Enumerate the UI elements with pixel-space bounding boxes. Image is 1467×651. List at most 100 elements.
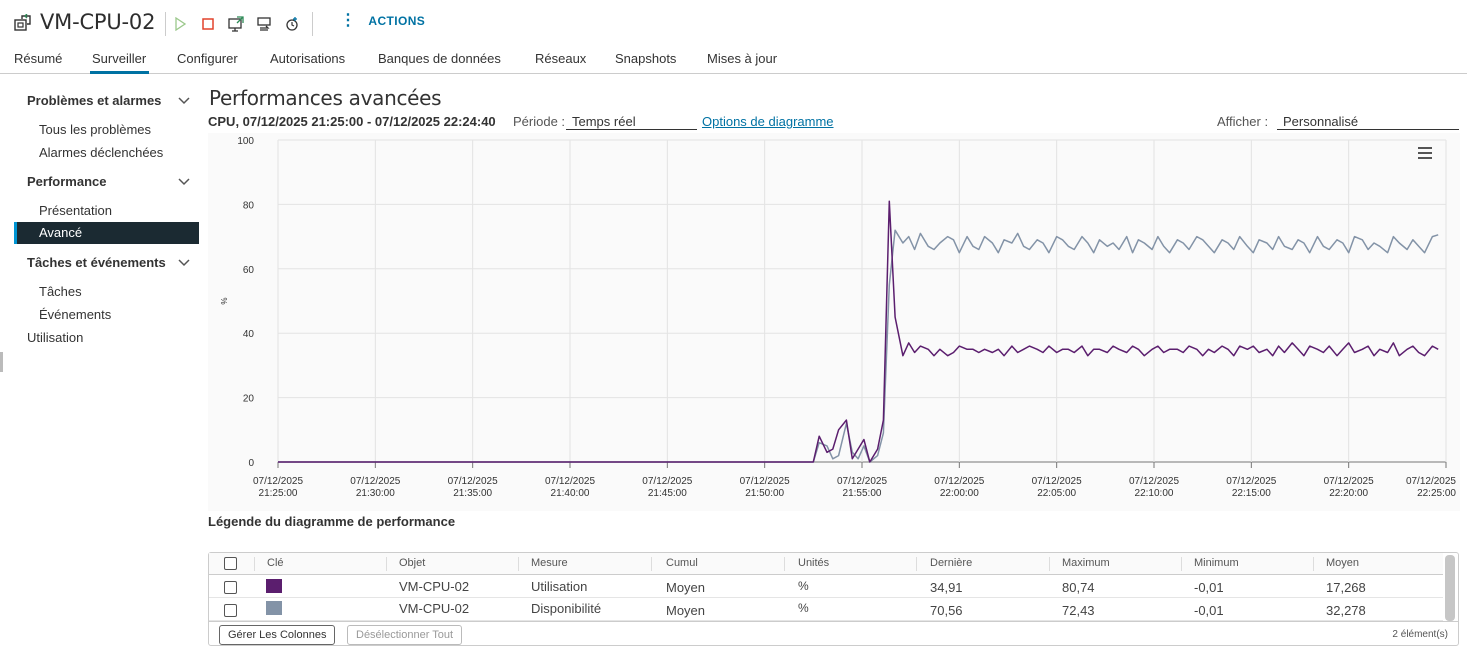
column-divider — [651, 557, 652, 571]
x-tick-label: 07/12/2025 — [740, 476, 790, 487]
sidebar-group-taches[interactable]: Tâches et événements — [27, 255, 166, 270]
power-off-icon[interactable] — [194, 12, 222, 36]
x-tick-label: 07/12/2025 — [642, 476, 692, 487]
col-unites[interactable]: Unités — [798, 557, 830, 569]
tab-snapshots[interactable]: Snapshots — [615, 51, 677, 66]
x-tick-label: 07/12/2025 — [253, 476, 303, 487]
launch-console-icon[interactable] — [222, 12, 250, 36]
sidebar-item-avance[interactable]: Avancé — [14, 222, 199, 244]
tab-resume[interactable]: Résumé — [14, 51, 63, 66]
column-divider — [254, 557, 255, 571]
x-tick-label: 07/12/2025 — [934, 476, 984, 487]
cell-unites: % — [798, 579, 809, 593]
x-tick-label: 07/12/2025 — [545, 476, 595, 487]
toolbar-divider — [312, 12, 313, 36]
x-tick-label: 22:25:00 — [1417, 488, 1456, 499]
monitor-sidebar: Problèmes et alarmes Tous les problèmes … — [0, 74, 200, 651]
x-tick-label: 22:20:00 — [1329, 488, 1368, 499]
active-tab-indicator — [90, 71, 149, 74]
tab-surveiller[interactable]: Surveiller — [92, 51, 147, 66]
x-tick-label: 07/12/2025 — [837, 476, 887, 487]
chart-options-link[interactable]: Options de diagramme — [702, 114, 834, 129]
chevron-down-icon[interactable] — [178, 97, 190, 105]
tab-banques-de-donnees[interactable]: Banques de données — [378, 51, 501, 66]
vm-icon — [14, 14, 31, 31]
periode-select[interactable]: Temps réel — [566, 112, 697, 130]
header: VM-CPU-02 ⋮ ACTIONS — [0, 0, 1467, 46]
tab-configurer[interactable]: Configurer — [177, 51, 238, 66]
y-tick-label: 100 — [237, 136, 254, 147]
row-checkbox[interactable] — [224, 581, 237, 594]
col-moyen[interactable]: Moyen — [1326, 557, 1360, 569]
series-color-swatch — [266, 579, 282, 593]
cell-maximum: 80,74 — [1062, 580, 1095, 595]
x-tick-label: 21:40:00 — [551, 488, 590, 499]
snapshot-icon[interactable] — [278, 12, 306, 36]
legend-title: Légende du diagramme de performance — [208, 514, 456, 529]
performance-chart: 0 20 40 60 80 100% 07/12/2025 21:25:00 07/12/202… — [208, 133, 1460, 511]
splitter-handle[interactable] — [0, 352, 3, 372]
sidebar-group-performance[interactable]: Performance — [27, 174, 107, 189]
chevron-down-icon[interactable] — [178, 178, 190, 186]
sidebar-item-taches[interactable]: Tâches — [39, 284, 82, 299]
sidebar-item-utilisation[interactable]: Utilisation — [27, 330, 84, 345]
tab-bar: Résumé Surveiller Configurer Autorisatio… — [0, 46, 1467, 74]
cell-objet: VM-CPU-02 — [399, 601, 470, 616]
migrate-icon[interactable] — [250, 12, 278, 36]
select-all-checkbox[interactable] — [224, 557, 237, 570]
y-tick-label: 20 — [243, 394, 255, 405]
deselect-all-button[interactable]: Désélectionner Tout — [347, 625, 463, 645]
y-tick-label: 60 — [243, 265, 255, 276]
tab-reseaux[interactable]: Réseaux — [535, 51, 587, 66]
x-tick-label: 21:35:00 — [453, 488, 492, 499]
x-tick-label: 07/12/2025 — [1324, 476, 1374, 487]
column-divider — [1049, 557, 1050, 571]
col-objet[interactable]: Objet — [399, 557, 426, 569]
y-tick-label: 80 — [243, 200, 255, 211]
series-line-disponibilite — [278, 229, 1439, 463]
col-cumul[interactable]: Cumul — [666, 557, 698, 569]
col-cle[interactable]: Clé — [267, 557, 284, 569]
x-tick-label: 07/12/2025 — [1406, 476, 1456, 487]
power-on-icon[interactable] — [166, 12, 194, 36]
sidebar-item-evenements[interactable]: Événements — [39, 307, 112, 322]
column-divider — [916, 557, 917, 571]
x-tick-label: 21:50:00 — [745, 488, 784, 499]
actions-menu-button[interactable]: ⋮ ACTIONS — [340, 12, 426, 29]
row-checkbox[interactable] — [224, 604, 237, 617]
x-tick-label: 07/12/2025 — [1226, 476, 1276, 487]
y-tick-label: 40 — [243, 329, 255, 340]
afficher-label: Afficher : — [1217, 114, 1269, 129]
x-tick-label: 21:30:00 — [356, 488, 395, 499]
afficher-select[interactable]: Personnalisé — [1277, 112, 1459, 130]
col-maximum[interactable]: Maximum — [1062, 557, 1110, 569]
grid-scrollbar[interactable] — [1445, 555, 1455, 621]
col-minimum[interactable]: Minimum — [1194, 557, 1239, 569]
col-derniere[interactable]: Dernière — [930, 557, 973, 569]
chevron-down-icon[interactable] — [178, 259, 190, 267]
vm-title: VM-CPU-02 — [40, 10, 156, 34]
grid-header: Clé Objet Mesure Cumul Unités Dernière M… — [209, 553, 1443, 575]
sidebar-item-presentation[interactable]: Présentation — [39, 203, 112, 218]
actions-label: ACTIONS — [368, 14, 426, 28]
tab-mises-a-jour[interactable]: Mises à jour — [707, 51, 778, 66]
col-mesure[interactable]: Mesure — [531, 557, 568, 569]
cell-minimum: -0,01 — [1194, 580, 1224, 595]
cell-unites: % — [798, 601, 809, 615]
manage-columns-button[interactable]: Gérer Les Colonnes — [219, 625, 336, 645]
sidebar-item-tous-les-problemes[interactable]: Tous les problèmes — [39, 122, 151, 137]
chart-menu-icon[interactable] — [1418, 147, 1432, 159]
cell-objet: VM-CPU-02 — [399, 579, 470, 594]
y-axis-label: % — [220, 297, 229, 304]
tab-autorisations[interactable]: Autorisations — [270, 51, 346, 66]
table-row[interactable]: VM-CPU-02 Disponibilité Moyen % 70,56 72… — [209, 598, 1443, 621]
column-divider — [518, 557, 519, 571]
cell-cumul: Moyen — [666, 580, 706, 595]
series-line-utilisation — [278, 200, 1439, 463]
x-tick-label: 22:10:00 — [1135, 488, 1174, 499]
table-row[interactable]: VM-CPU-02 Utilisation Moyen % 34,91 80,7… — [209, 575, 1443, 598]
series-color-swatch — [266, 601, 282, 615]
kebab-icon: ⋮ — [340, 12, 357, 29]
sidebar-item-alarmes-declenchees[interactable]: Alarmes déclenchées — [39, 145, 164, 160]
sidebar-group-problemes[interactable]: Problèmes et alarmes — [27, 93, 162, 108]
